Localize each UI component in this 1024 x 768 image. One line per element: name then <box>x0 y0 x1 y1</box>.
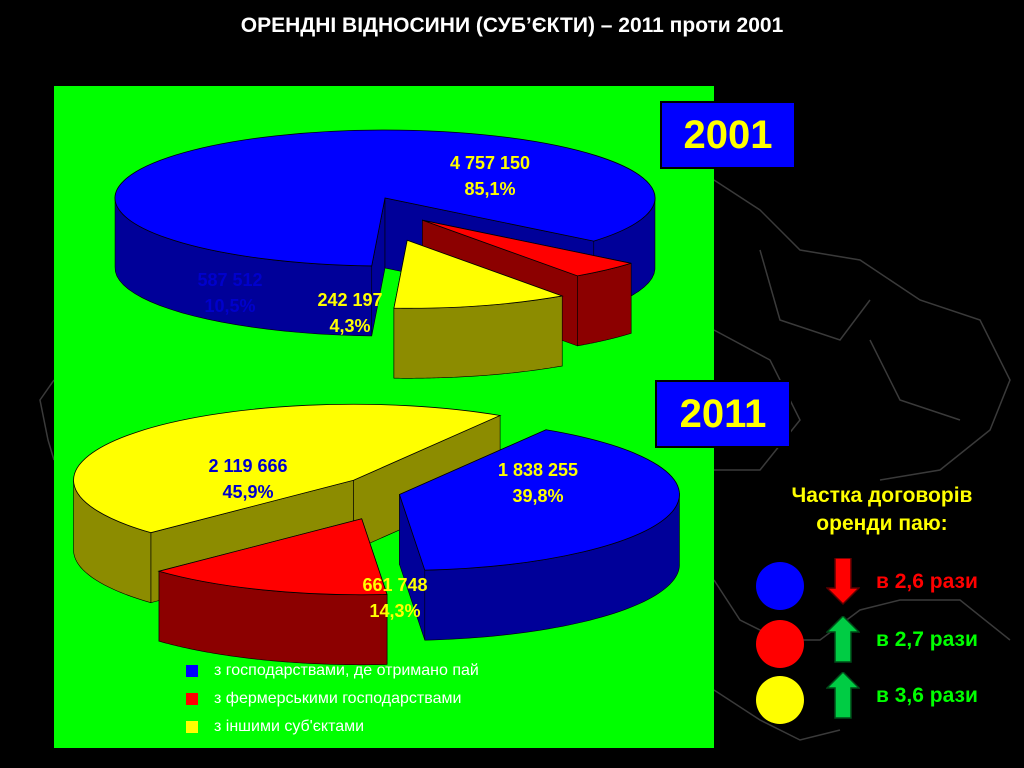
legend-label: з фермерськими господарствами <box>214 690 462 707</box>
year-badge-2001: 2001 <box>660 101 796 169</box>
farmers-circle <box>756 620 804 668</box>
pie-slice-2011-2 <box>73 403 502 534</box>
label-2001-farmers: 242 197 4,3% <box>317 290 383 336</box>
share-title-line1: Частка договорів <box>791 484 973 507</box>
legend-swatch-farmers <box>186 693 198 705</box>
pie-2001 <box>114 129 656 379</box>
pie-slice-2001-1 <box>422 219 632 277</box>
arrow-up-icon <box>826 672 860 719</box>
pie-slice-2011-0 <box>398 429 680 571</box>
arrow-down-icon <box>826 558 860 606</box>
pie-slice-side <box>577 262 632 347</box>
label-2001-others: 587 512 10,5% <box>197 270 263 316</box>
pie-slice-2001-2 <box>393 239 564 309</box>
pie-slice-2011-1 <box>157 518 388 596</box>
share-title-line2: оренди паю: <box>816 512 948 535</box>
slide-title: ОРЕНДНІ ВІДНОСИНИ (СУБ’ЄКТИ) – 2011 прот… <box>240 14 784 37</box>
legend-item-farmers: з фермерськими господарствами <box>186 685 479 713</box>
year-badge-2011: 2011 <box>655 380 791 448</box>
households-circle <box>756 562 804 610</box>
share-change-others: в 3,6 рази <box>876 684 978 707</box>
label-2011-households: 1 838 255 39,8% <box>497 460 579 506</box>
pie-2011 <box>73 403 680 666</box>
legend-swatch-households <box>186 665 198 677</box>
arrow-up-icon <box>826 616 860 663</box>
label-2001-households: 4 757 150 85,1% <box>449 153 531 199</box>
legend-label: з іншими суб'єктами <box>214 718 365 735</box>
chart-legend: з господарствами, де отримано пай з ферм… <box>186 657 479 741</box>
label-2011-farmers: 661 748 14,3% <box>362 575 428 621</box>
legend-item-households: з господарствами, де отримано пай <box>186 657 479 685</box>
pie-slice-2001-0 <box>114 129 656 267</box>
share-change-farmers: в 2,7 рази <box>876 628 978 651</box>
share-title: Частка договорів оренди паю: <box>752 482 1012 538</box>
legend-swatch-others <box>186 721 198 733</box>
others-circle <box>756 676 804 724</box>
share-change-households: в 2,6 рази <box>876 570 978 593</box>
legend-item-others: з іншими суб'єктами <box>186 713 479 741</box>
legend-label: з господарствами, де отримано пай <box>214 662 479 679</box>
label-2011-others: 2 119 666 45,9% <box>208 456 288 502</box>
